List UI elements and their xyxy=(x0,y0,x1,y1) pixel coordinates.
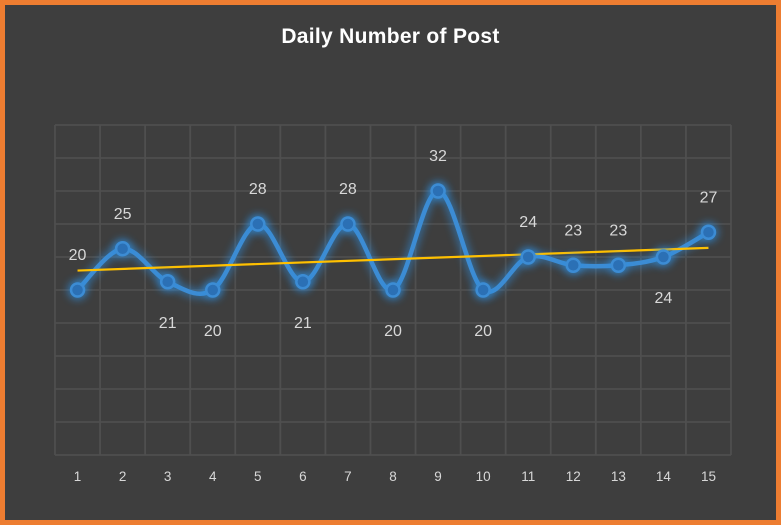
data-label: 28 xyxy=(339,181,357,198)
x-axis-label: 7 xyxy=(344,469,352,484)
data-label: 20 xyxy=(204,323,222,340)
data-label: 25 xyxy=(114,206,132,223)
data-point-marker xyxy=(159,274,176,290)
data-point-marker xyxy=(385,282,401,298)
chart-title: Daily Number of Post xyxy=(281,25,500,48)
data-label: 20 xyxy=(474,323,492,340)
data-point-marker xyxy=(250,216,266,232)
data-point-marker xyxy=(295,274,311,290)
data-point-marker xyxy=(565,257,582,273)
data-point-marker xyxy=(204,282,221,298)
data-point-marker xyxy=(610,257,627,273)
data-label: 21 xyxy=(159,315,177,332)
data-label: 20 xyxy=(384,323,402,340)
data-label: 28 xyxy=(249,181,267,198)
data-point-marker xyxy=(475,282,491,298)
data-point-marker xyxy=(114,241,131,257)
x-axis-label: 1 xyxy=(74,469,82,484)
trendline xyxy=(77,246,709,272)
data-label: 32 xyxy=(429,148,447,165)
data-point-marker xyxy=(340,216,356,232)
data-label: 23 xyxy=(564,222,582,239)
x-axis-label: 8 xyxy=(389,469,397,484)
data-label: 21 xyxy=(294,315,312,332)
data-point-marker xyxy=(655,249,672,265)
markers xyxy=(67,181,719,300)
data-point-marker xyxy=(520,249,536,265)
x-axis-label: 3 xyxy=(164,469,172,484)
data-label: 23 xyxy=(609,222,627,239)
data-labels: 20 25 21 20 28 21 28 20 32 20 24 23 23 24 27 xyxy=(69,148,718,340)
data-label: 24 xyxy=(519,214,537,231)
x-axis-label: 14 xyxy=(656,469,672,484)
data-label: 20 xyxy=(69,247,87,264)
x-axis-label: 10 xyxy=(476,469,491,484)
x-axis-label: 13 xyxy=(611,469,626,484)
data-label: 24 xyxy=(655,290,673,307)
x-axis-label: 2 xyxy=(119,469,127,484)
x-axis-label: 12 xyxy=(566,469,581,484)
data-point-marker xyxy=(430,183,446,199)
x-axis-label: 4 xyxy=(209,469,217,484)
data-point-marker xyxy=(700,224,717,240)
x-axis-label: 15 xyxy=(701,469,716,484)
x-axis-labels: 1 2 3 4 5 6 7 8 9 10 11 12 13 14 15 xyxy=(74,469,716,484)
x-axis-label: 5 xyxy=(254,469,262,484)
x-axis-label: 9 xyxy=(434,469,442,484)
data-label: 27 xyxy=(700,189,718,206)
x-axis-label: 6 xyxy=(299,469,307,484)
data-point-marker xyxy=(69,282,86,298)
x-axis-label: 11 xyxy=(521,469,535,484)
